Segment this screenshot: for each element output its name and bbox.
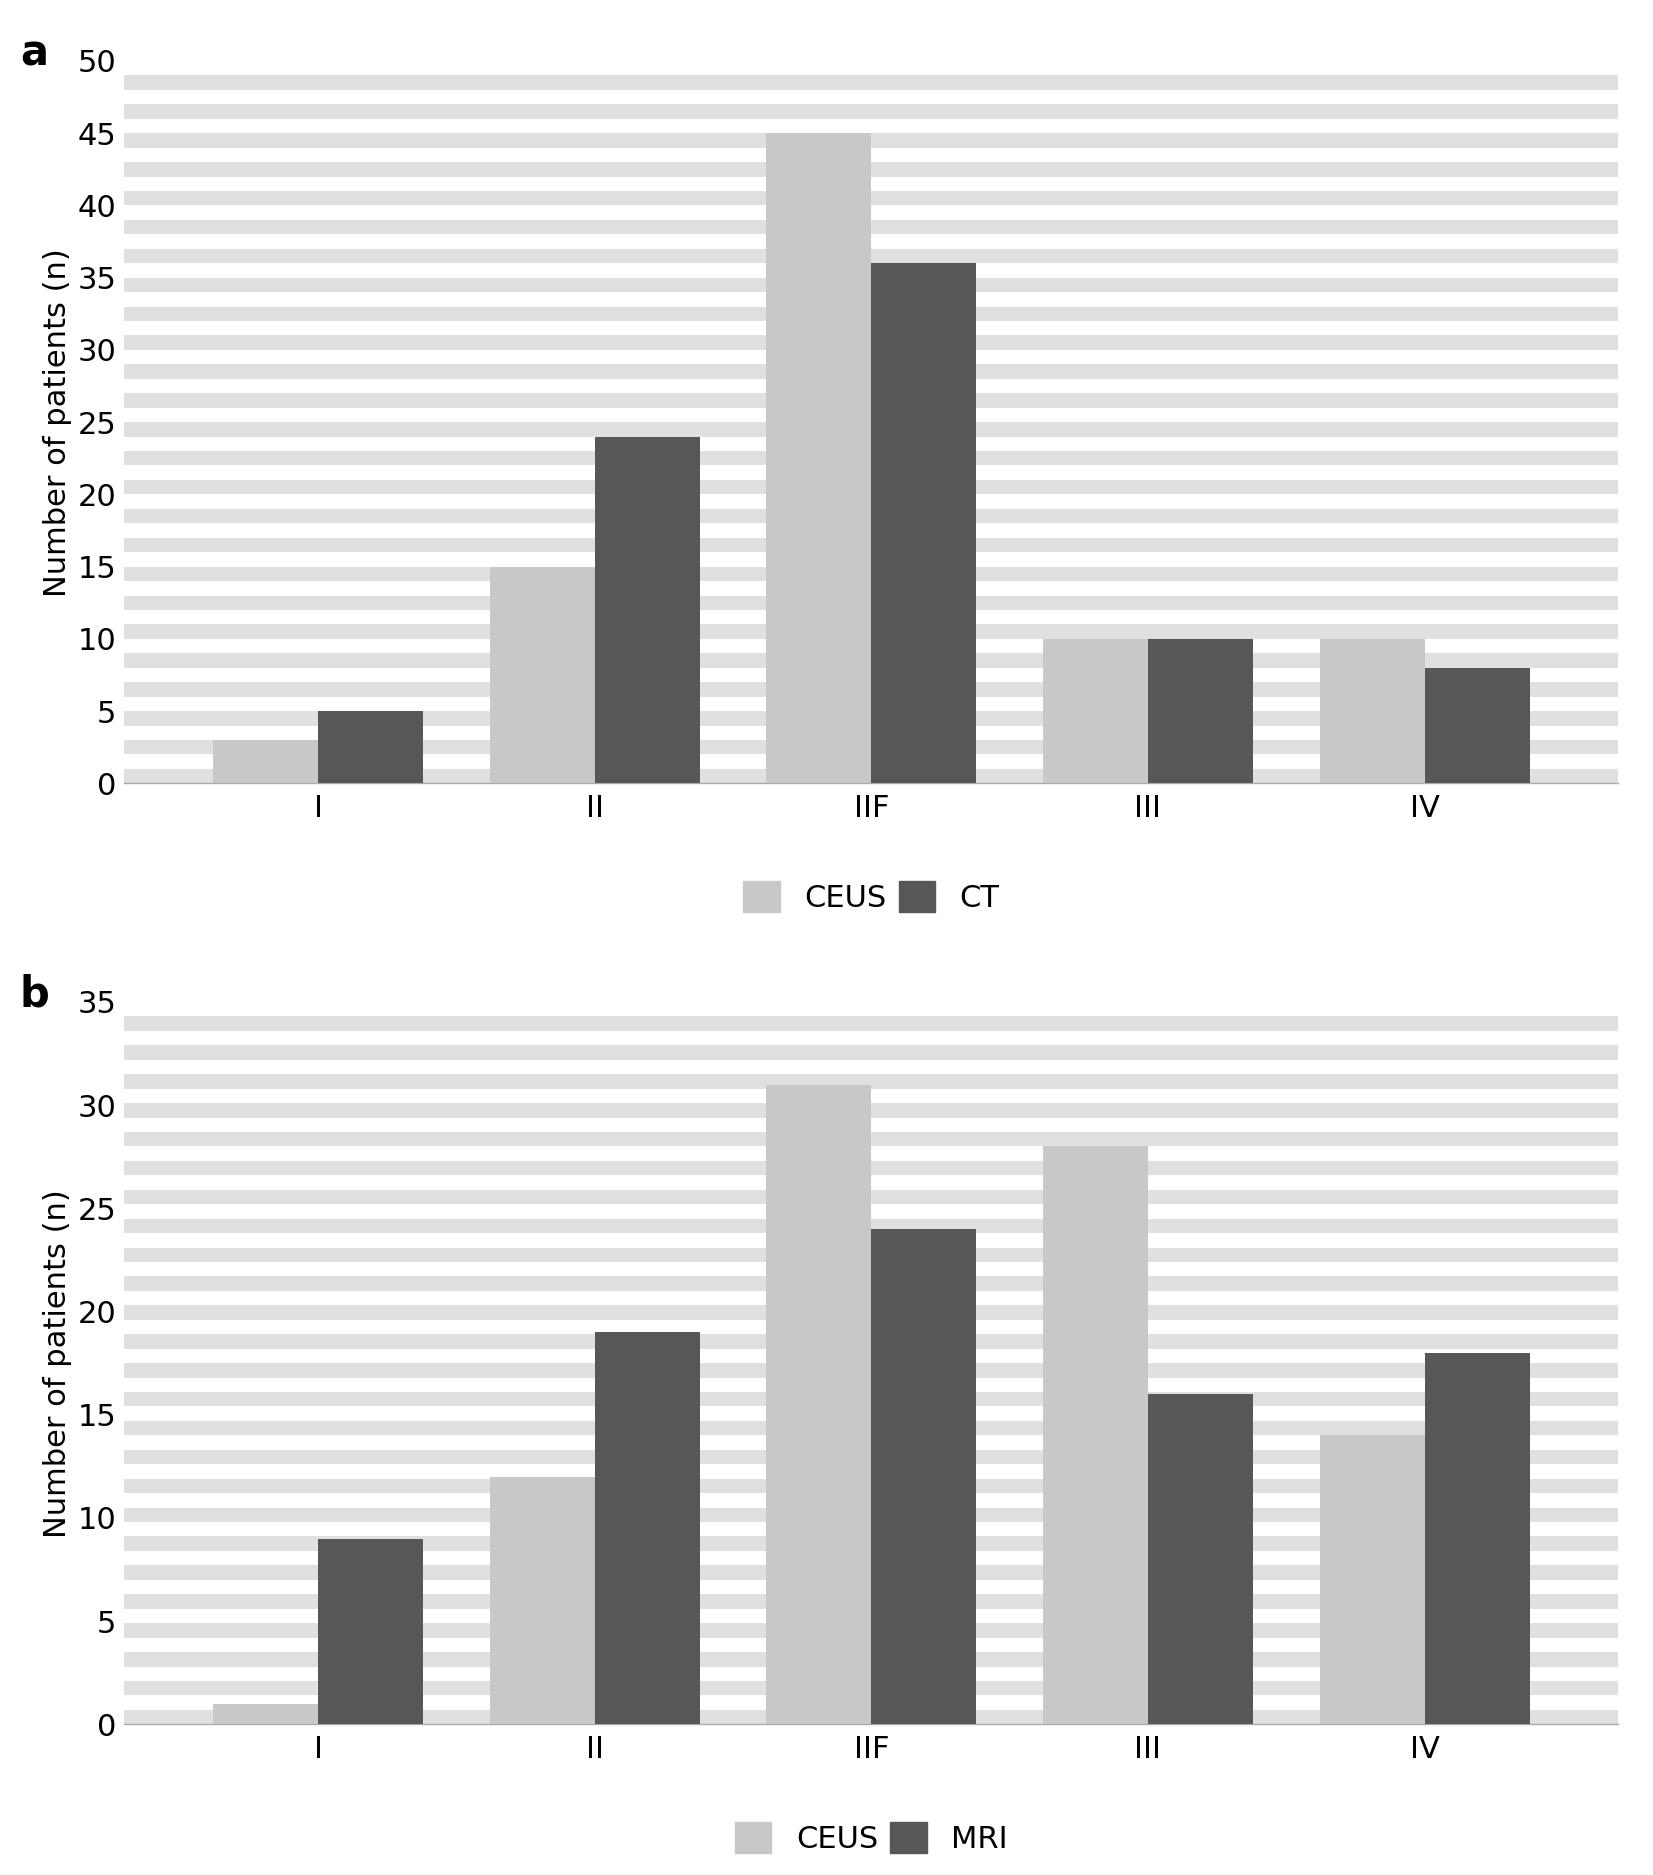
Text: a: a: [20, 32, 48, 75]
Bar: [124, 394, 1618, 407]
Bar: [124, 75, 1618, 90]
Bar: [124, 1335, 1618, 1348]
Bar: [124, 508, 1618, 523]
Bar: [124, 249, 1618, 262]
Bar: [124, 596, 1618, 609]
Text: b: b: [20, 973, 50, 1014]
Bar: [124, 1247, 1618, 1262]
Bar: [124, 1449, 1618, 1464]
Bar: [767, 133, 871, 784]
Bar: [124, 1536, 1618, 1551]
Bar: [1043, 1146, 1147, 1725]
Legend: CEUS, MRI: CEUS, MRI: [734, 1821, 1008, 1854]
Bar: [124, 1391, 1618, 1406]
Bar: [124, 422, 1618, 437]
Y-axis label: Number of patients (n): Number of patients (n): [43, 248, 71, 596]
Bar: [871, 1228, 977, 1725]
Bar: [124, 308, 1618, 321]
Bar: [124, 1016, 1618, 1031]
Bar: [124, 1305, 1618, 1320]
Bar: [124, 1710, 1618, 1725]
Bar: [124, 1624, 1618, 1637]
Bar: [871, 262, 977, 784]
Bar: [124, 1132, 1618, 1146]
Bar: [124, 1594, 1618, 1609]
Bar: [124, 336, 1618, 351]
Bar: [124, 1363, 1618, 1378]
Legend: CEUS, CT: CEUS, CT: [744, 881, 1000, 913]
Bar: [1319, 1436, 1425, 1725]
Bar: [124, 1277, 1618, 1290]
Bar: [595, 1331, 699, 1725]
Bar: [317, 1539, 423, 1725]
Bar: [124, 1479, 1618, 1492]
Bar: [124, 769, 1618, 784]
Bar: [124, 480, 1618, 495]
Bar: [489, 1478, 595, 1725]
Bar: [124, 161, 1618, 176]
Bar: [124, 538, 1618, 551]
Bar: [213, 1704, 317, 1725]
Bar: [124, 191, 1618, 206]
Bar: [124, 1421, 1618, 1436]
Bar: [124, 1566, 1618, 1581]
Bar: [489, 566, 595, 784]
Bar: [124, 133, 1618, 148]
Bar: [124, 364, 1618, 379]
Bar: [124, 566, 1618, 581]
Bar: [124, 278, 1618, 292]
Bar: [213, 741, 317, 784]
Bar: [124, 711, 1618, 726]
Bar: [124, 1044, 1618, 1059]
Bar: [1425, 1352, 1529, 1725]
Bar: [124, 1102, 1618, 1118]
Bar: [124, 1161, 1618, 1176]
Bar: [124, 624, 1618, 639]
Bar: [124, 1074, 1618, 1089]
Bar: [317, 711, 423, 784]
Bar: [124, 452, 1618, 465]
Bar: [124, 1508, 1618, 1522]
Bar: [124, 652, 1618, 668]
Bar: [1147, 639, 1253, 784]
Bar: [124, 219, 1618, 234]
Bar: [595, 437, 699, 784]
Y-axis label: Number of patients (n): Number of patients (n): [43, 1189, 71, 1538]
Bar: [767, 1084, 871, 1725]
Bar: [1425, 668, 1529, 784]
Bar: [1043, 639, 1147, 784]
Bar: [124, 741, 1618, 754]
Bar: [1319, 639, 1425, 784]
Bar: [124, 105, 1618, 118]
Bar: [1147, 1395, 1253, 1725]
Bar: [124, 682, 1618, 698]
Bar: [124, 1682, 1618, 1695]
Bar: [124, 1191, 1618, 1204]
Bar: [124, 1219, 1618, 1234]
Bar: [124, 1652, 1618, 1667]
